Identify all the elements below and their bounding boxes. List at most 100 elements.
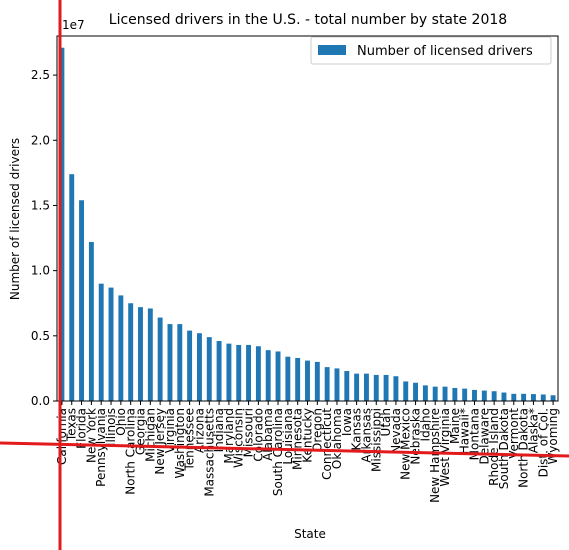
bar [108,287,114,401]
x-tick-label: South Carolina [271,408,285,496]
x-tick-label: North Carolina [124,408,138,495]
x-tick-label: South Dakota [497,408,511,489]
bar [413,382,419,401]
annotation-horizontal-line [0,441,569,458]
bar [442,386,448,401]
bar [265,350,271,401]
bar [383,374,389,401]
bar [187,330,193,401]
x-tick-label: New Jersey [153,408,167,475]
bar [98,283,104,401]
x-tick-label: Texas [65,408,79,442]
bar [344,371,350,401]
y-tick-label: 0.0 [31,394,50,408]
x-tick-label: Vermont [507,408,521,459]
x-tick-label: Michigan [143,408,157,462]
x-tick-label: Tennessee [183,408,197,472]
y-axis-ticks: 0.0 0.5 1.0 1.5 2.0 2.5 [31,68,57,408]
bar [393,376,399,401]
bars-group [59,47,556,402]
bar [452,387,458,401]
bar [540,394,546,401]
x-tick-label: Nevada [389,408,403,454]
bar [422,385,428,401]
bar [354,373,360,402]
x-tick-label: Florida [75,408,89,449]
x-tick-label: Pennsylvania [94,408,108,487]
x-tick-label: Minnesota [291,408,305,470]
bar [501,392,507,401]
x-tick-label: Maine [448,408,462,444]
x-tick-label: Utah [379,408,393,436]
bar [334,368,340,401]
y-tick-label: 2.0 [31,133,50,147]
bar [363,373,369,402]
bar [138,307,143,401]
bar [128,303,134,401]
bar [295,357,301,401]
x-tick-label: Missouri [242,408,256,457]
bar [88,241,94,401]
x-tick-label: Nebraska [409,408,423,465]
bar [59,47,65,401]
y-scale-label: 1e7 [62,18,85,32]
bar [373,374,379,401]
plot-frame [56,35,559,402]
bar [511,393,517,401]
x-tick-label: Virginia [163,408,177,453]
x-tick-label: Connecticut [320,408,334,480]
y-axis-label: Number of licensed drivers [8,138,22,300]
x-tick-label: Rhode Island [487,408,501,486]
y-tick-label: 1.5 [31,198,50,212]
bar [550,395,556,401]
x-tick-label: Arkansas [359,408,373,463]
x-tick-label: Oklahoma [330,408,344,469]
x-axis-label: State [294,527,326,541]
x-tick-label: Iowa [340,408,354,436]
x-tick-label: Kansas [350,408,364,450]
y-tick-label: 2.5 [31,68,50,82]
bar [255,346,261,401]
x-tick-label: Ohio [114,408,128,436]
x-tick-label: California [55,408,69,465]
bar [530,394,536,401]
bar [118,295,124,401]
x-tick-label: Indiana [212,408,226,452]
bar [285,356,291,401]
bar [472,389,477,401]
bar [167,324,173,401]
x-tick-label: Oregon [310,408,324,452]
bar [216,341,222,401]
bar [226,343,232,401]
bar [481,390,487,401]
bar [147,308,153,401]
legend-swatch [318,45,346,55]
y-tick-label: 0.5 [31,329,50,343]
bar [177,324,183,401]
x-tick-label: North Dakota [517,408,531,488]
x-tick-label: Delaware [477,408,491,465]
bar [236,344,242,401]
x-tick-label: New Hampshire [428,408,442,503]
legend-box [310,36,552,65]
x-tick-label: Wyoming [546,408,560,464]
x-tick-label: New Mexico [399,408,413,480]
bar [196,333,202,401]
x-tick-label: Idaho [418,408,432,441]
x-tick-label: Alaska* [526,408,540,453]
bar [462,388,468,401]
x-tick-label: Montana [468,408,482,460]
bar [69,174,75,401]
x-tick-label: Wisconsin [232,408,246,468]
x-tick-label: Massachusetts [202,408,216,497]
bar [324,367,330,401]
bar [206,337,212,402]
x-tick-label: Mississippi [369,408,383,472]
bar [521,393,527,401]
chart-title: Licensed drivers in the U.S. - total num… [109,12,507,28]
x-tick-label: West Virginia [438,408,452,487]
bar [432,386,438,401]
bar [275,351,281,401]
